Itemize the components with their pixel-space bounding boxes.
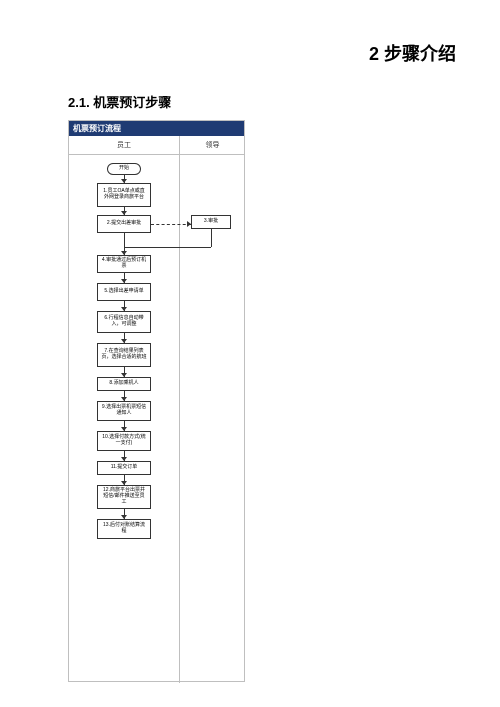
swimlane-divider (179, 155, 180, 683)
flow-arrow (124, 247, 211, 248)
swimlane-header: 员工 领导 (69, 136, 244, 155)
swimlane-header-employee: 员工 (69, 136, 180, 154)
flow-node-n8: 8.添加乘机人 (97, 377, 151, 391)
flow-arrow-head (121, 307, 127, 311)
flow-node-n1: 1.员工OA单点或直外网登录商旅平台 (97, 183, 151, 207)
flow-arrow-head (121, 373, 127, 377)
document-page: 2 步骤介绍 2.1. 机票预订步骤 机票预订流程 员工 领导 开始 1.员工OA… (0, 0, 500, 707)
flow-node-n2: 2.提交出差审批 (97, 215, 151, 233)
flow-node-n4: 4.审批通过后预订机票 (97, 255, 151, 273)
flow-arrow-head (121, 427, 127, 431)
flow-arrow-head (121, 251, 127, 255)
chapter-title: 2 步骤介绍 (369, 40, 456, 66)
swimlane-body: 开始 1.员工OA单点或直外网登录商旅平台 2.提交出差审批 3.审批 4.审批通过后预… (69, 155, 244, 683)
flow-node-start: 开始 (107, 163, 141, 175)
flow-node-n7: 7.在查询结果列表页，选择合适的航班 (97, 343, 151, 367)
flow-node-n10: 10.选择付款方式(统一支付) (97, 431, 151, 451)
flow-node-n12: 12.商旅平台出票并短信/邮件推送至员工 (97, 485, 151, 509)
flow-node-n9: 9.选择出票机票短信通知人 (97, 401, 151, 421)
flowchart-title: 机票预订流程 (69, 121, 244, 136)
flow-arrow-head (121, 279, 127, 283)
flow-arrow-head (121, 179, 127, 183)
flow-node-n13: 13.后付对账结算流程 (97, 519, 151, 539)
flow-arrow (151, 224, 191, 225)
flow-arrow-head (121, 339, 127, 343)
flow-arrow-head (121, 481, 127, 485)
flow-arrow-head (121, 211, 127, 215)
flow-arrow-head (187, 221, 191, 227)
flow-node-n3: 3.审批 (191, 215, 231, 229)
flow-arrow-head (121, 515, 127, 519)
section-title: 2.1. 机票预订步骤 (68, 92, 171, 111)
flow-node-n5: 5.选择出差申请单 (97, 283, 151, 301)
flow-arrow-head (121, 397, 127, 401)
flow-node-n6: 6.行程信息自动带入，可调整 (97, 311, 151, 333)
flowchart-container: 机票预订流程 员工 领导 开始 1.员工OA单点或直外网登录商旅平台 2.提交出差审… (68, 120, 245, 682)
flow-arrow (211, 229, 212, 247)
flow-node-n11: 11.提交订单 (97, 461, 151, 475)
flow-arrow-head (121, 457, 127, 461)
swimlane-header-leader: 领导 (180, 136, 245, 154)
